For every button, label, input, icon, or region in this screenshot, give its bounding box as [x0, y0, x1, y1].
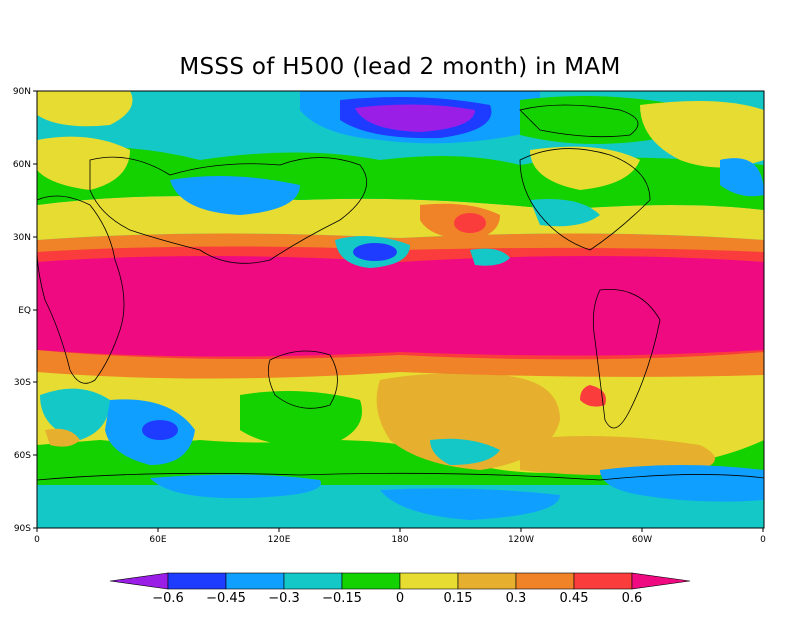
lat-label: 30S	[14, 378, 31, 388]
lat-label: 60S	[14, 451, 31, 461]
coastlines	[37, 104, 764, 481]
skill-field	[37, 91, 764, 528]
colorbar: −0.6 −0.45 −0.3 −0.15 0 0.15 0.3 0.45 0.6	[109, 572, 691, 606]
colorbar-label: −0.45	[206, 591, 246, 606]
colorbar-label: −0.15	[322, 591, 362, 606]
map-title: MSSS of H500 (lead 2 month) in MAM	[179, 54, 621, 80]
lon-label: 120W	[508, 535, 534, 545]
colorbar-label: 0.45	[560, 591, 589, 606]
colorbar-segment	[167, 572, 227, 590]
field-red-spot-south	[580, 385, 606, 407]
lon-label: 60W	[632, 535, 652, 545]
lon-axis: 0 60E 120E 180 120W 60W 0	[34, 528, 766, 545]
field-arctic-purple	[355, 104, 475, 132]
colorbar-segment	[457, 572, 517, 590]
south-america-outline	[592, 288, 661, 429]
field-na-yellow	[530, 146, 640, 190]
field-ne-yellow	[640, 101, 764, 168]
lat-label: 90S	[14, 524, 31, 534]
colorbar-segment	[399, 572, 459, 590]
field-si-orange	[45, 428, 80, 447]
antarctica-outline	[37, 472, 764, 481]
colorbar-segment	[225, 572, 285, 590]
eurasia-outline	[89, 156, 368, 264]
australia-outline	[267, 350, 338, 409]
field-atlantic-sky	[720, 158, 764, 197]
lon-label: 0	[760, 535, 766, 545]
field-tropics-magenta	[37, 256, 764, 357]
field-antarctic-sky	[600, 465, 764, 502]
field-na-cyan	[530, 199, 600, 227]
lon-label: 60E	[149, 535, 166, 545]
lat-label: EQ	[18, 306, 31, 316]
lat-label: 90N	[13, 87, 31, 97]
colorbar-segment	[109, 572, 169, 590]
africa-outline	[37, 195, 125, 384]
colorbar-segment	[631, 572, 691, 590]
field-south-pacific-orange	[376, 373, 560, 470]
colorbar-segment	[573, 572, 633, 590]
field-aus-green	[240, 391, 362, 446]
field-tropics-orange-s	[37, 350, 764, 379]
lat-label: 30N	[13, 233, 31, 243]
colorbar-label: 0	[396, 591, 404, 606]
field-pacific-cyan-2	[470, 248, 510, 266]
colorbar-segment	[341, 572, 401, 590]
colorbar-label: −0.6	[152, 591, 184, 606]
field-asia-sky	[170, 176, 300, 215]
colorbar-label: −0.3	[268, 591, 300, 606]
field-antarctic-sky-2	[150, 474, 322, 499]
colorbar-label: 0.6	[622, 591, 643, 606]
lat-axis: 90N 60N 30N EQ 30S 60S 90S	[13, 87, 37, 534]
field-arctic-yellow-w	[37, 91, 133, 127]
field-pacific-blue	[353, 243, 397, 261]
field-antarctic-sky-3	[380, 488, 560, 520]
field-si-blue	[142, 420, 178, 440]
colorbar-label: 0.15	[444, 591, 473, 606]
colorbar-segment	[283, 572, 343, 590]
lon-label: 180	[391, 535, 408, 545]
field-sp-cyan	[430, 438, 500, 465]
lat-label: 60N	[13, 160, 31, 170]
field-pacific-red	[454, 213, 486, 233]
greenland-arctic-outline	[519, 104, 639, 138]
colorbar-label: 0.3	[506, 591, 527, 606]
north-america-outline	[519, 148, 651, 251]
lon-label: 120E	[268, 535, 291, 545]
field-si-cyan	[40, 388, 110, 440]
colorbar-segment	[515, 572, 575, 590]
field-europe-yellow	[37, 136, 130, 190]
lon-label: 0	[34, 535, 40, 545]
